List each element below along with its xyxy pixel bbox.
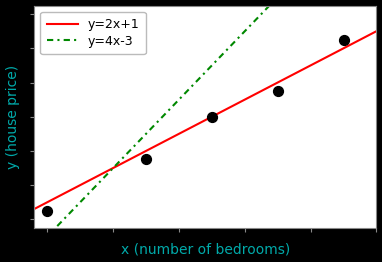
y=2x+1 xyxy=(366,34,371,37)
y=2x+1 xyxy=(32,208,36,211)
Y-axis label: y (house price): y (house price) xyxy=(6,65,19,169)
y=4x-3 xyxy=(194,80,199,83)
y=2x+1 xyxy=(236,102,240,105)
y=2x+1 xyxy=(217,111,222,114)
y=2x+1 xyxy=(374,30,379,33)
y=2x+1 xyxy=(312,62,317,65)
y=4x-3 xyxy=(236,37,240,40)
y=2x+1 xyxy=(194,123,199,126)
Point xyxy=(209,114,215,119)
Point xyxy=(143,157,149,162)
X-axis label: x (number of bedrooms): x (number of bedrooms) xyxy=(121,242,290,256)
Line: y=2x+1: y=2x+1 xyxy=(34,31,376,209)
Point xyxy=(340,38,346,42)
y=4x-3 xyxy=(196,78,201,81)
y=4x-3 xyxy=(217,56,222,59)
y=4x-3 xyxy=(32,249,36,252)
Legend: y=2x+1, y=4x-3: y=2x+1, y=4x-3 xyxy=(40,12,146,54)
Point xyxy=(44,209,50,213)
Line: y=4x-3: y=4x-3 xyxy=(34,0,376,250)
y=2x+1 xyxy=(196,122,201,125)
Point xyxy=(275,89,281,93)
